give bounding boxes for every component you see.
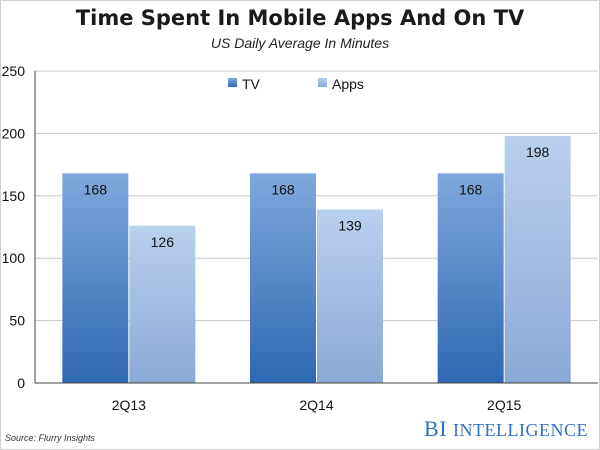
legend-label-apps: Apps xyxy=(332,76,364,92)
data-label: 168 xyxy=(271,181,295,197)
data-label: 168 xyxy=(459,181,483,197)
x-tick-label: 2Q14 xyxy=(299,397,333,413)
chart-subtitle: US Daily Average In Minutes xyxy=(210,35,390,51)
y-tick-label: 50 xyxy=(9,313,25,329)
data-label: 168 xyxy=(84,181,108,197)
bar-apps-2q14 xyxy=(317,209,383,383)
y-tick-label: 100 xyxy=(2,250,26,266)
bar-tv-2q15 xyxy=(437,173,504,383)
chart-title: Time Spent In Mobile Apps And On TV xyxy=(75,6,525,30)
bar-tv-2q14 xyxy=(250,173,316,383)
y-tick-label: 200 xyxy=(2,125,26,141)
bar-tv-2q13 xyxy=(62,173,129,383)
y-tick-label: 0 xyxy=(17,375,25,391)
y-tick-label: 150 xyxy=(2,188,26,204)
data-label: 126 xyxy=(151,234,175,250)
x-tick-label: 2Q13 xyxy=(112,397,146,413)
legend-swatch-tv xyxy=(228,78,237,87)
legend-label-tv: TV xyxy=(242,76,261,92)
bar-apps-2q13 xyxy=(129,225,196,383)
bar-apps-2q15 xyxy=(504,135,571,383)
brand-intelligence: INTELLIGENCE xyxy=(453,420,588,440)
data-label: 139 xyxy=(338,218,362,234)
source-note: Source: Flurry Insights xyxy=(5,433,96,443)
data-label: 198 xyxy=(526,144,550,160)
legend-swatch-apps xyxy=(318,78,327,87)
y-tick-label: 250 xyxy=(2,63,26,79)
x-tick-label: 2Q15 xyxy=(487,397,521,413)
bi-intelligence-logo: BI INTELLIGENCE xyxy=(424,416,588,442)
brand-bi: BI xyxy=(424,416,448,441)
